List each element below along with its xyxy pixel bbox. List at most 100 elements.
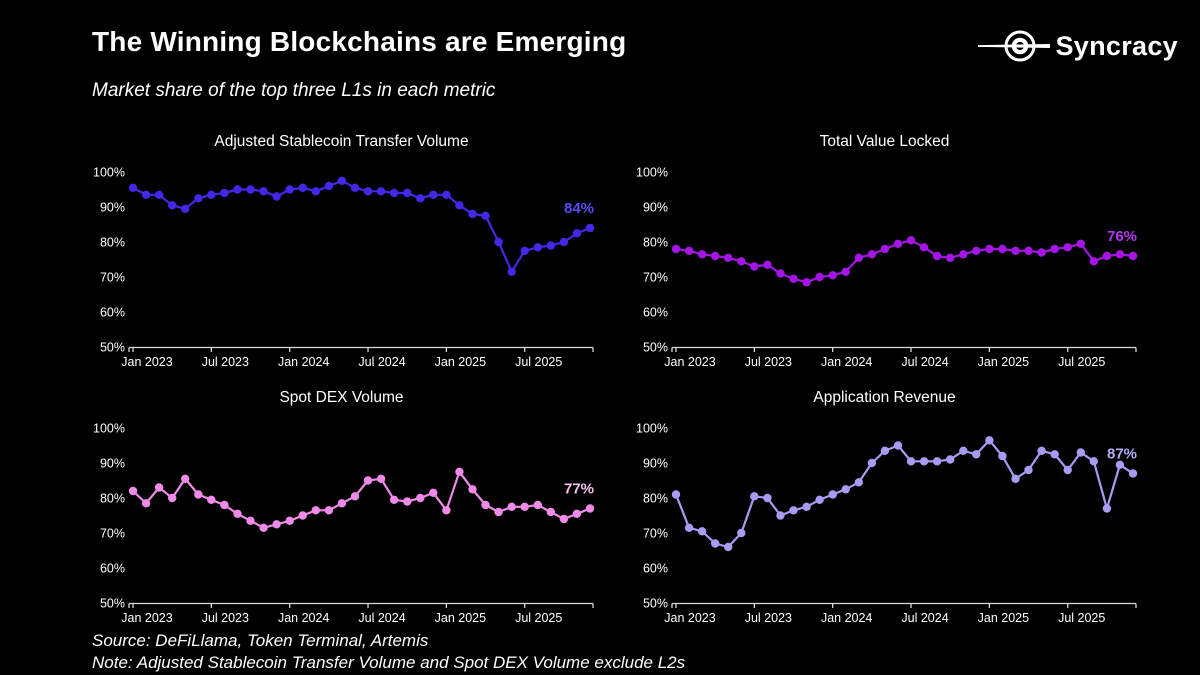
page-subtitle: Market share of the top three L1s in eac…	[92, 80, 496, 101]
footer-source: Source: DeFiLlama, Token Terminal, Artem…	[92, 631, 429, 650]
data-point	[429, 190, 438, 199]
data-point	[572, 229, 582, 238]
data-point	[959, 446, 968, 455]
x-axis-tick-label: Jan 2024	[821, 611, 872, 625]
end-value-label: 77%	[564, 481, 594, 498]
data-point	[494, 237, 503, 247]
y-axis-tick-label: 90%	[100, 457, 125, 471]
data-point	[585, 223, 595, 233]
x-axis-tick-label: Jul 2024	[358, 355, 405, 369]
y-axis-tick-label: 90%	[643, 457, 668, 471]
data-point	[750, 492, 759, 501]
y-axis-tick-label: 70%	[100, 527, 125, 541]
data-point	[298, 183, 307, 192]
data-point	[1063, 243, 1072, 252]
data-point	[1102, 251, 1112, 261]
data-point	[893, 441, 903, 450]
data-point	[194, 194, 203, 203]
data-point	[533, 500, 542, 510]
data-point	[828, 271, 837, 280]
data-point	[154, 483, 164, 492]
data-point	[220, 500, 229, 510]
x-axis-tick-label: Jul 2023	[202, 355, 249, 369]
data-point	[520, 246, 529, 255]
data-point	[1089, 257, 1098, 266]
chart-application-revenue: Application Revenue 100% 90% 80% 70% 60% 50% Ja…	[628, 378, 1143, 628]
data-point	[350, 183, 360, 192]
data-point	[998, 244, 1007, 254]
data-point	[972, 246, 981, 255]
y-axis-tick-label: 70%	[643, 527, 668, 541]
data-point	[711, 539, 720, 548]
data-point	[194, 490, 203, 499]
data-point	[789, 506, 798, 515]
y-axis-tick-label: 60%	[100, 306, 125, 320]
x-axis-tick-label: Jan 2025	[435, 611, 486, 625]
data-point	[324, 506, 334, 515]
chart-title: Adjusted Stablecoin Transfer Volume	[214, 133, 468, 150]
data-point	[737, 257, 746, 266]
brand-name: Syncracy	[1055, 30, 1178, 61]
data-point	[893, 239, 903, 248]
x-axis-tick-label: Jan 2025	[978, 355, 1029, 369]
data-point	[867, 250, 877, 259]
data-point	[932, 251, 942, 261]
data-point	[932, 457, 942, 466]
chart-adjusted-stablecoin-transfer-volume: Adjusted Stablecoin Transfer Volume 100% 9…	[85, 122, 600, 372]
data-point	[1024, 465, 1033, 475]
data-point	[154, 190, 164, 199]
x-axis-tick-label: Jan 2023	[121, 611, 172, 625]
data-point	[141, 190, 151, 199]
data-point	[776, 511, 785, 520]
data-point	[468, 485, 477, 494]
data-point	[1115, 250, 1125, 259]
data-point	[671, 490, 681, 499]
data-point	[207, 495, 216, 504]
data-point	[763, 260, 772, 269]
y-axis-tick-label: 90%	[643, 201, 668, 215]
data-point	[507, 502, 516, 511]
x-axis-tick-label: Jul 2023	[745, 611, 792, 625]
x-axis-tick-label: Jul 2025	[515, 611, 562, 625]
data-point	[520, 502, 529, 511]
end-value-label: 84%	[564, 200, 594, 217]
data-point	[389, 495, 399, 504]
data-point	[946, 253, 955, 262]
data-point	[946, 455, 955, 464]
data-point	[507, 267, 516, 276]
y-axis-tick-label: 80%	[643, 492, 668, 506]
data-point	[919, 243, 929, 252]
x-axis-tick-label: Jan 2023	[664, 611, 715, 625]
data-point	[181, 474, 190, 483]
data-point	[697, 527, 707, 536]
data-point	[880, 244, 890, 254]
data-point	[403, 188, 412, 198]
data-point	[246, 185, 255, 194]
data-point	[1024, 246, 1033, 255]
data-point	[416, 194, 425, 203]
data-point	[737, 528, 746, 538]
brand-logo: Syncracy	[977, 24, 1179, 68]
y-axis-tick-label: 100%	[93, 422, 125, 436]
data-point	[442, 506, 451, 515]
data-point	[416, 493, 425, 503]
x-axis-tick-label: Jul 2025	[1058, 355, 1105, 369]
data-point	[1115, 460, 1125, 469]
chart-total-value-locked: Total Value Locked 100% 90% 80% 70% 60% 50% Jan…	[628, 122, 1143, 372]
x-axis-tick-label: Jul 2023	[745, 355, 792, 369]
data-point	[481, 500, 490, 510]
data-point	[324, 181, 334, 191]
data-line	[132, 470, 591, 529]
data-point	[1037, 446, 1046, 455]
y-axis-tick-label: 80%	[100, 236, 125, 250]
data-point	[1011, 246, 1020, 255]
data-point	[671, 244, 681, 254]
data-point	[350, 492, 360, 501]
data-point	[815, 495, 824, 504]
data-point	[168, 493, 177, 503]
data-point	[854, 478, 863, 487]
data-point	[750, 262, 759, 271]
y-axis-tick-label: 50%	[100, 341, 125, 355]
